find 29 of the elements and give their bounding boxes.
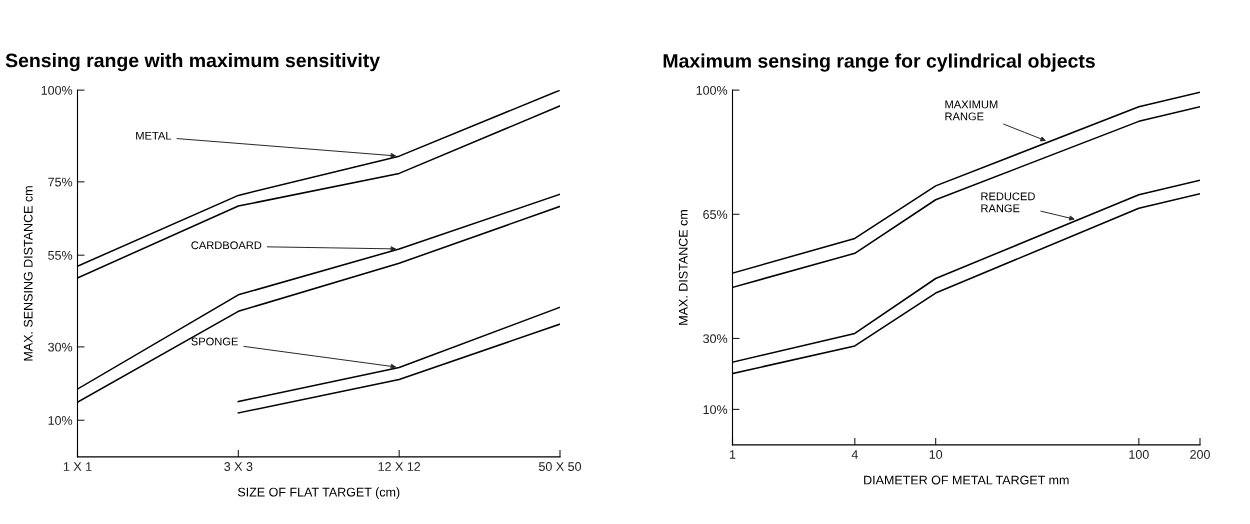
x-tick-label: 50 X 50 (538, 462, 582, 471)
x-tick-label: 3 X 3 (224, 462, 253, 471)
x-tick-label: 100 (1129, 450, 1149, 459)
y-tick-label: 10% (48, 416, 73, 425)
x-tick-label: 4 (851, 450, 858, 459)
y-tick-label: 10% (703, 405, 728, 415)
y-tick-label: 65% (703, 210, 728, 219)
chart-title: Maximum sensing range for cylindrical objects (663, 53, 1095, 72)
x-tick-label: 200 (1190, 450, 1210, 459)
x-tick-label: 1 (729, 450, 736, 459)
y-tick-label: 30% (48, 342, 73, 352)
chart-title: Sensing range with maximum sensitivity (5, 53, 380, 72)
y-axis-title: MAX. SENSING DISTANCE cm (23, 186, 33, 361)
annotation: REDUCED RANGE (981, 192, 1035, 213)
x-tick-label: 1 X 1 (63, 462, 92, 471)
y-tick-label: 100% (696, 85, 728, 95)
x-axis-title: SIZE OF FLAT TARGET (cm) (237, 487, 400, 499)
x-axis-title: DIAMETER OF METAL TARGET mm (864, 475, 1069, 485)
y-tick-label: 75% (48, 177, 73, 187)
x-tick-label: 10 (929, 450, 943, 459)
y-axis-title: MAX. DISTANCE cm (678, 210, 688, 325)
y-tick-label: 30% (703, 334, 728, 344)
annotation: METAL (136, 131, 172, 140)
x-tick-label: 12 X 12 (378, 462, 421, 471)
y-tick-label: 100% (41, 85, 73, 95)
annotation: CARDBOARD (191, 241, 262, 250)
annotation: MAXIMUM RANGE (945, 100, 998, 121)
y-tick-label: 55% (48, 251, 73, 260)
annotation: SPONGE (191, 337, 238, 346)
